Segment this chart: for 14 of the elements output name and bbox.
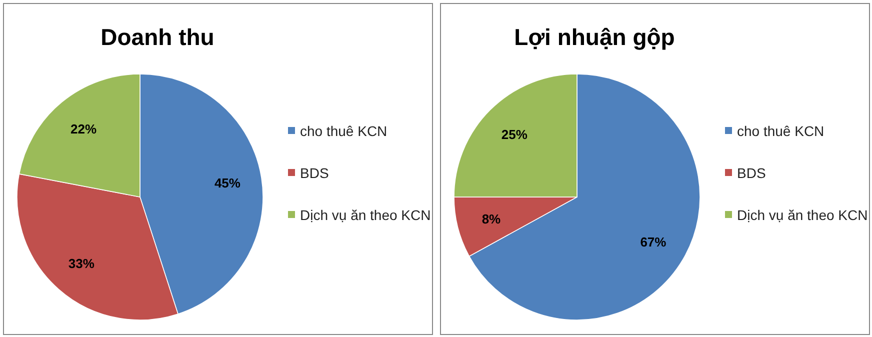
chart-title: Doanh thu [100,24,214,50]
data-label: 22% [70,121,97,136]
legend-label: BDS [300,164,329,181]
data-label: 33% [68,256,95,271]
legend-label: cho thuê KCN [300,122,388,139]
legend-label: Dịch vụ ăn theo KCN [300,206,431,223]
chart-title: Lợi nhuận gộp [514,24,675,50]
legend-label: cho thuê KCN [737,122,824,139]
legend-label: BDS [737,164,766,181]
data-label: 8% [482,212,502,227]
data-label: 45% [214,176,241,191]
data-label: 25% [501,126,528,142]
legend-label: Dịch vụ ăn theo KCN [737,206,868,223]
data-label: 67% [640,234,667,250]
